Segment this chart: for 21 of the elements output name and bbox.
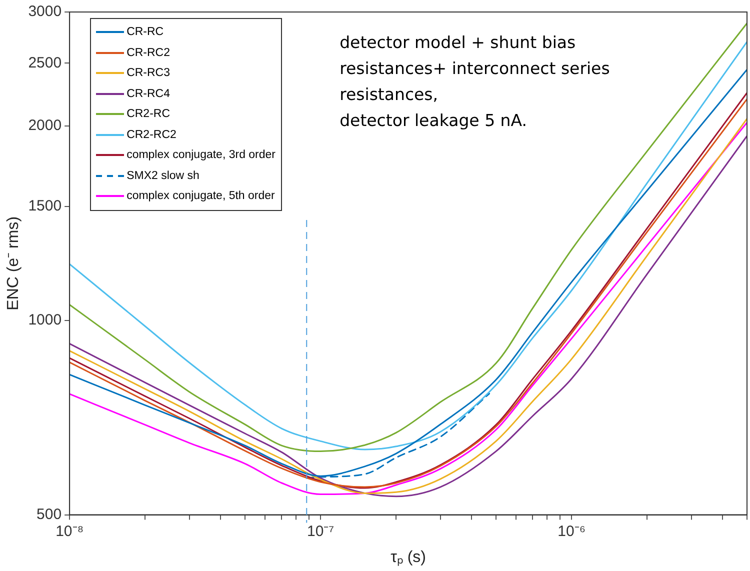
legend-label: CR2-RC bbox=[126, 107, 170, 122]
y-tick-label: 1000 bbox=[28, 311, 62, 328]
y-tick-label: 3000 bbox=[28, 3, 62, 20]
y-tick-label: 500 bbox=[36, 506, 62, 523]
legend-label: complex conjugate, 5th order bbox=[126, 189, 275, 204]
y-tick-label: 1500 bbox=[28, 198, 62, 215]
legend-label: CR-RC4 bbox=[126, 86, 170, 102]
x-tick-label: 10⁻⁶ bbox=[558, 522, 586, 540]
legend-label: CR-RC bbox=[126, 25, 164, 40]
annotation: detector model + shunt bias resistances+ interconnect series resistances, detector leakage 5 nA. bbox=[340, 32, 610, 132]
legend-label: complex conjugate, 3rd order bbox=[126, 148, 276, 163]
x-axis-title: τₚ (s) bbox=[390, 548, 426, 566]
x-tick-label: 10⁻⁸ bbox=[56, 522, 84, 540]
y-axis-title: ENC (e⁻ rms) bbox=[5, 216, 22, 310]
x-tick-label: 10⁻⁷ bbox=[307, 522, 334, 540]
y-tick-label: 2000 bbox=[28, 116, 62, 134]
legend-label: SMX2 slow sh bbox=[126, 168, 200, 184]
y-tick-label: 2500 bbox=[28, 54, 62, 72]
legend-label: CR-RC3 bbox=[126, 66, 170, 81]
legend-label: CR-RC2 bbox=[126, 46, 170, 60]
legend-label: CR2-RC2 bbox=[126, 128, 176, 142]
